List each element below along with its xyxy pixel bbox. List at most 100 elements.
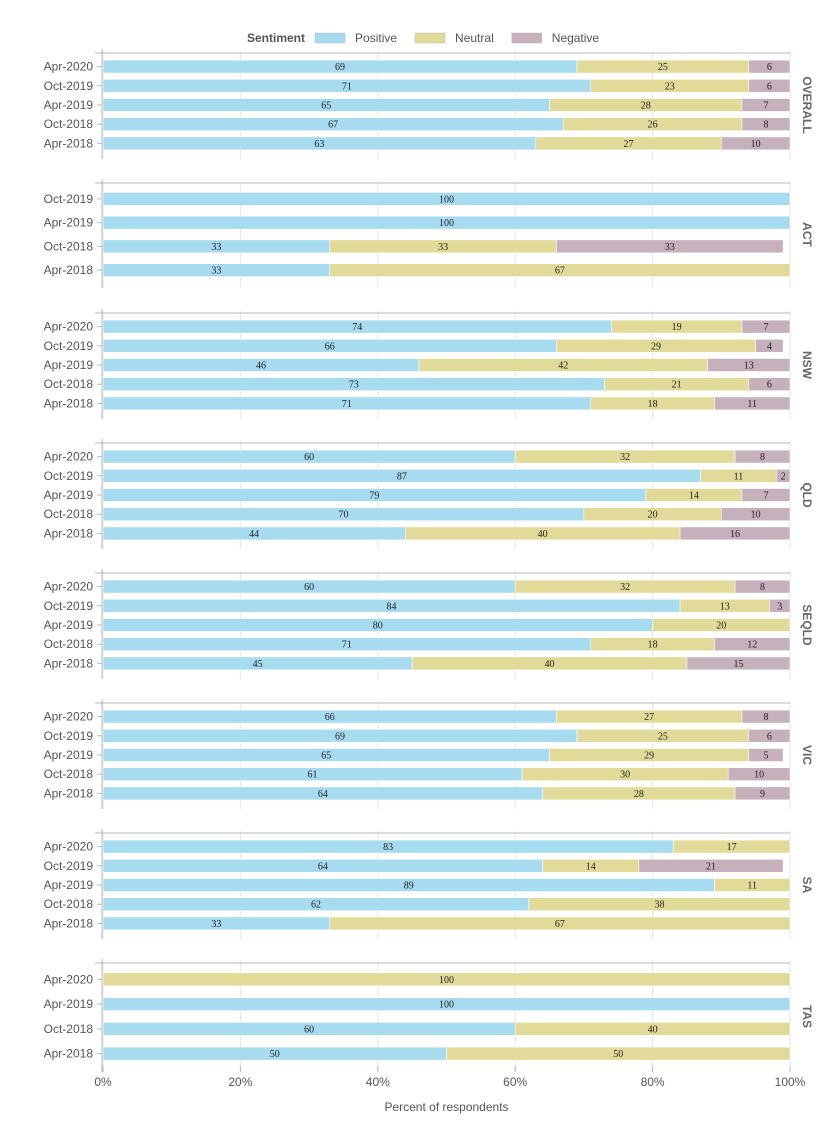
bar-segment-positive <box>102 215 791 230</box>
facet-label: TAS <box>800 1005 814 1028</box>
category-label: Oct-2019 <box>44 339 94 353</box>
data-label-negative: 9 <box>760 789 765 800</box>
data-label-neutral: 67 <box>555 266 565 277</box>
data-label-positive: 60 <box>304 582 314 593</box>
legend-swatch-neutral <box>414 32 446 44</box>
data-label-positive: 45 <box>253 659 263 670</box>
data-label-neutral: 28 <box>634 789 644 800</box>
category-label: Oct-2018 <box>44 767 94 781</box>
facet-label: QLD <box>800 482 814 508</box>
data-label-positive: 64 <box>318 861 328 872</box>
data-label-negative: 6 <box>767 62 772 73</box>
bar-segment-negative <box>741 117 791 131</box>
facet-label: VIC <box>800 745 814 765</box>
legend: Sentiment Positive Neutral Negative <box>247 31 599 45</box>
data-label-negative: 10 <box>751 139 761 150</box>
data-label-positive: 62 <box>311 900 321 911</box>
category-label: Oct-2019 <box>44 599 94 613</box>
data-label-positive: 61 <box>308 770 318 781</box>
data-label-positive: 66 <box>325 341 335 352</box>
category-label: Apr-2020 <box>44 580 94 594</box>
data-label-positive: 74 <box>352 322 362 333</box>
category-label: Oct-2018 <box>44 377 94 391</box>
data-label-positive: 60 <box>304 1024 314 1035</box>
x-tick-label: 0% <box>94 1075 112 1089</box>
data-label-neutral: 33 <box>438 242 448 253</box>
facet-vic: Apr-2020 66 27 8 Oct-2019 69 25 6 Apr-2019 65 29 5 O… <box>44 699 814 809</box>
data-label-positive: 67 <box>328 120 338 131</box>
bar-segment-neutral <box>446 1046 791 1061</box>
data-label-positive: 50 <box>270 1049 280 1060</box>
data-label-neutral: 20 <box>716 621 726 632</box>
category-label: Oct-2018 <box>44 1022 94 1036</box>
bar-segment-negative <box>734 579 791 594</box>
bar-segment-negative <box>748 748 784 762</box>
bar-segment-positive <box>102 997 791 1011</box>
data-label-negative: 7 <box>763 101 768 112</box>
category-label: Apr-2019 <box>44 98 94 112</box>
bar-segment-positive <box>102 192 791 206</box>
legend-swatch-positive <box>314 32 346 44</box>
data-label-neutral: 20 <box>648 510 658 521</box>
data-label-negative: 10 <box>751 510 761 521</box>
data-label-positive: 79 <box>369 491 379 502</box>
x-axis: 0% 20% 40% 60% 80% 100% Percent of respondents <box>94 1066 806 1114</box>
data-label-positive: 66 <box>325 712 335 723</box>
data-label-positive: 33 <box>211 919 221 930</box>
data-label-neutral: 27 <box>624 139 634 150</box>
bar-segment-negative <box>775 468 791 483</box>
bar-segment-negative <box>748 59 791 74</box>
data-label-neutral: 18 <box>648 399 658 410</box>
category-label: Apr-2019 <box>44 618 94 632</box>
x-tick-label: 40% <box>366 1075 390 1089</box>
data-label-positive: 83 <box>383 842 393 853</box>
bar-segment-negative <box>748 377 791 392</box>
data-label-positive: 71 <box>342 399 352 410</box>
data-label-positive: 33 <box>211 266 221 277</box>
data-label-neutral: 30 <box>620 770 630 781</box>
data-label-negative: 5 <box>763 751 768 762</box>
data-label-negative: 4 <box>767 341 772 352</box>
legend-label-positive: Positive <box>355 31 397 45</box>
data-label-negative: 6 <box>767 380 772 391</box>
x-axis-title: Percent of respondents <box>384 1100 508 1114</box>
bar-segment-negative <box>720 136 791 151</box>
facet-tas: Apr-2020 100 Apr-2019 100 Oct-2018 60 40 Apr-20… <box>44 959 814 1072</box>
data-label-positive: 46 <box>256 361 266 372</box>
data-label-positive: 60 <box>304 452 314 463</box>
data-label-neutral: 67 <box>555 919 565 930</box>
category-label: Apr-2020 <box>44 60 94 74</box>
bar-segment-neutral <box>528 897 791 912</box>
legend-label-negative: Negative <box>552 31 600 45</box>
data-label-neutral: 13 <box>720 601 730 612</box>
category-label: Oct-2018 <box>44 239 94 253</box>
data-label-negative: 13 <box>744 361 754 372</box>
category-label: Oct-2018 <box>44 507 94 521</box>
category-label: Oct-2018 <box>44 117 94 131</box>
data-label-neutral: 27 <box>644 712 654 723</box>
facet-overall: Apr-2020 69 25 6 Oct-2019 71 23 6 Apr-2019 65 28 7 O… <box>44 49 814 159</box>
bar-segment-negative <box>638 858 784 873</box>
data-label-negative: 7 <box>763 322 768 333</box>
data-label-negative: 8 <box>763 712 768 723</box>
data-label-neutral: 42 <box>558 361 568 372</box>
data-label-neutral: 32 <box>620 452 630 463</box>
data-label-negative: 12 <box>747 640 757 651</box>
data-label-neutral: 40 <box>648 1024 658 1035</box>
bar-segment-negative <box>720 507 791 522</box>
facet-nsw: Apr-2020 74 19 7 Oct-2019 66 29 4 Apr-2019 46 42 13… <box>44 309 814 419</box>
legend-title: Sentiment <box>247 31 305 45</box>
category-label: Apr-2018 <box>44 786 94 800</box>
category-label: Apr-2018 <box>44 1047 94 1061</box>
bar-segment-neutral <box>102 972 791 987</box>
data-label-negative: 8 <box>763 120 768 131</box>
data-label-neutral: 40 <box>545 659 555 670</box>
category-label: Apr-2018 <box>44 136 94 150</box>
facet-qld: Apr-2020 60 32 8 Oct-2019 87 11 2 Apr-2019 79 14 7 O… <box>44 439 814 549</box>
bar-segment-neutral <box>672 839 791 854</box>
data-label-positive: 69 <box>335 62 345 73</box>
data-label-positive: 100 <box>439 1000 454 1011</box>
category-label: Apr-2019 <box>44 216 94 230</box>
data-label-neutral: 50 <box>613 1049 623 1060</box>
